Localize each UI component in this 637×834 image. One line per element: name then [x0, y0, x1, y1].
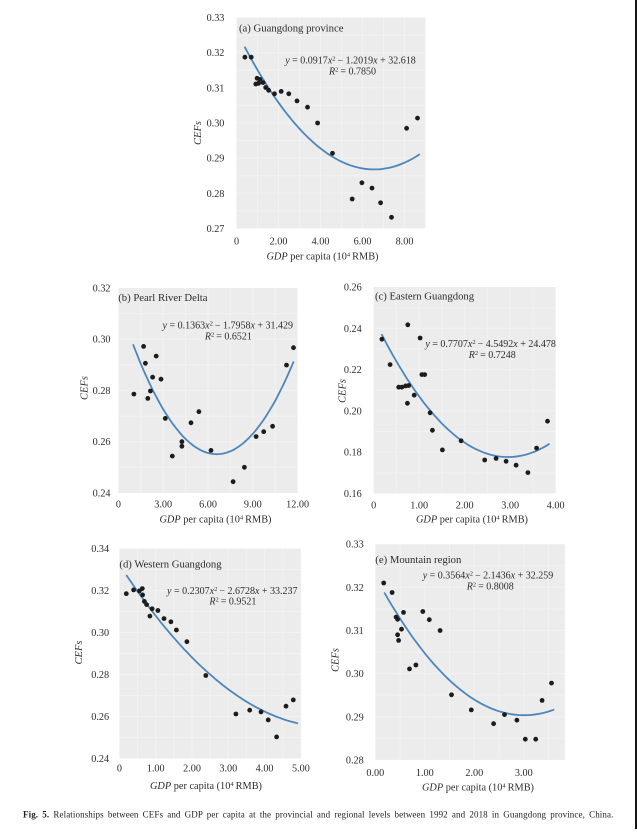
svg-text:CEFs: CEFs	[74, 641, 85, 665]
svg-text:0.24: 0.24	[93, 489, 111, 500]
svg-text:8.00: 8.00	[396, 236, 414, 247]
svg-text:y = 0.3564x2 − 2.1436x + 32.25: y = 0.3564x2 − 2.1436x + 32.259	[422, 571, 554, 582]
svg-text:CEFs: CEFs	[193, 121, 204, 145]
svg-text:4.00: 4.00	[547, 501, 565, 512]
svg-text:y = 0.1363x2 − 1.7958x + 31.42: y = 0.1363x2 − 1.7958x + 31.429	[162, 320, 294, 331]
svg-text:0.26: 0.26	[344, 283, 362, 294]
svg-text:0.22: 0.22	[344, 365, 362, 376]
svg-text:3.00: 3.00	[154, 500, 172, 511]
svg-text:CEFs: CEFs	[338, 379, 349, 403]
svg-text:0.28: 0.28	[207, 189, 225, 200]
svg-text:6.00: 6.00	[199, 500, 217, 511]
svg-text:0.16: 0.16	[344, 489, 362, 500]
svg-text:0: 0	[116, 500, 121, 511]
svg-text:3.00: 3.00	[515, 768, 533, 779]
svg-text:GDP per capita (104 RMB): GDP per capita (104 RMB)	[422, 783, 534, 794]
svg-text:GDP per capita (104 RMB): GDP per capita (104 RMB)	[416, 515, 528, 526]
svg-text:3.00: 3.00	[501, 501, 519, 512]
svg-text:0.31: 0.31	[207, 83, 225, 94]
svg-text:CEFs: CEFs	[80, 376, 91, 400]
svg-text:0: 0	[117, 764, 122, 775]
svg-text:2.00: 2.00	[183, 764, 201, 775]
svg-text:GDP per capita (104 RMB): GDP per capita (104 RMB)	[150, 781, 262, 792]
svg-text:2.00: 2.00	[465, 768, 483, 779]
svg-text:(d) Western Guangdong: (d) Western Guangdong	[119, 558, 222, 570]
svg-text:3.00: 3.00	[219, 764, 237, 775]
svg-text:y = 0.0917x2 − 1.2019x + 32.61: y = 0.0917x2 − 1.2019x + 32.618	[284, 56, 416, 67]
svg-text:y = 0.7707x2 − 4.5492x + 24.47: y = 0.7707x2 − 4.5492x + 24.478	[424, 339, 556, 350]
svg-text:5.00: 5.00	[292, 764, 310, 775]
svg-text:1.00: 1.00	[410, 501, 428, 512]
svg-text:0.28: 0.28	[93, 386, 111, 397]
svg-text:0.00: 0.00	[366, 768, 384, 779]
svg-text:y = 0.2307x2 − 2.6728x + 33.23: y = 0.2307x2 − 2.6728x + 33.237	[166, 586, 298, 597]
svg-text:0.18: 0.18	[344, 448, 362, 459]
svg-text:2.00: 2.00	[456, 501, 474, 512]
svg-text:GDP per capita (104 RMB): GDP per capita (104 RMB)	[160, 515, 272, 526]
svg-text:4.00: 4.00	[312, 236, 330, 247]
svg-text:12.00: 12.00	[286, 500, 309, 511]
svg-text:R2 = 0.7248: R2 = 0.7248	[468, 350, 516, 361]
svg-text:1.00: 1.00	[416, 768, 434, 779]
svg-text:0.30: 0.30	[207, 119, 225, 130]
svg-text:0.29: 0.29	[346, 712, 364, 723]
svg-text:0.32: 0.32	[91, 586, 109, 597]
svg-text:0.32: 0.32	[207, 48, 225, 59]
svg-text:0.29: 0.29	[207, 154, 225, 165]
svg-text:0: 0	[234, 236, 239, 247]
svg-text:1.00: 1.00	[147, 764, 165, 775]
svg-text:R2 = 0.6521: R2 = 0.6521	[204, 332, 252, 343]
svg-text:(b) Pearl River Delta: (b) Pearl River Delta	[118, 292, 208, 304]
svg-text:0.20: 0.20	[344, 406, 362, 417]
svg-text:0.30: 0.30	[91, 628, 109, 639]
svg-text:0.30: 0.30	[93, 335, 111, 346]
svg-text:0.26: 0.26	[91, 712, 109, 723]
svg-text:R2 = 0.7850: R2 = 0.7850	[328, 67, 376, 78]
svg-text:R2 = 0.9521: R2 = 0.9521	[208, 597, 256, 608]
svg-text:0.32: 0.32	[346, 583, 364, 594]
svg-text:2.00: 2.00	[270, 236, 288, 247]
svg-text:6.00: 6.00	[354, 236, 372, 247]
svg-text:0.24: 0.24	[91, 754, 109, 765]
svg-text:(a) Guangdong province: (a) Guangdong province	[239, 23, 344, 35]
svg-text:R2 = 0.8008: R2 = 0.8008	[466, 582, 514, 593]
svg-text:(c) Eastern Guangdong: (c) Eastern Guangdong	[375, 291, 475, 303]
svg-text:0.30: 0.30	[346, 669, 364, 680]
svg-text:0.27: 0.27	[207, 224, 225, 235]
svg-text:0.24: 0.24	[344, 324, 362, 335]
svg-text:0: 0	[371, 501, 376, 512]
svg-text:0.33: 0.33	[346, 540, 364, 551]
svg-text:0.28: 0.28	[91, 670, 109, 681]
svg-text:0.31: 0.31	[346, 626, 364, 637]
svg-text:Fig. 5. Relationships between: Fig. 5. Relationships between CEFs and G…	[23, 810, 613, 820]
svg-text:GDP per capita (104 RMB): GDP per capita (104 RMB)	[267, 252, 379, 263]
svg-text:0.33: 0.33	[207, 13, 225, 24]
svg-text:0.32: 0.32	[93, 284, 111, 295]
svg-text:CEFs: CEFs	[331, 648, 342, 672]
svg-text:9.00: 9.00	[244, 500, 262, 511]
svg-text:(e) Mountain region: (e) Mountain region	[375, 554, 462, 566]
svg-text:0.34: 0.34	[91, 544, 109, 555]
svg-text:4.00: 4.00	[256, 764, 274, 775]
svg-text:0.28: 0.28	[346, 755, 364, 766]
svg-text:0.26: 0.26	[93, 437, 111, 448]
